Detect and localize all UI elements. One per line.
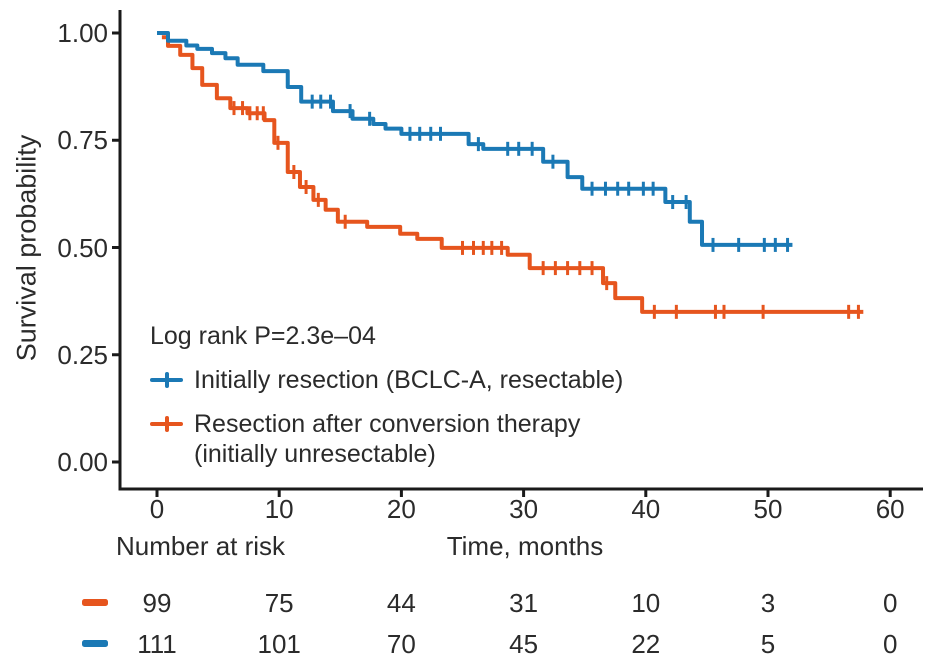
plus-curve-marker-icon <box>150 365 183 395</box>
legend-entry-label: Resection after conversion therapy (initi… <box>194 409 580 469</box>
risk-count: 22 <box>631 629 661 659</box>
risk-count: 111 <box>137 629 177 659</box>
risk-count: 3 <box>760 588 776 618</box>
plus-curve-marker-icon <box>150 409 183 439</box>
y-tick-label: 0.25 <box>57 339 108 370</box>
risk-row-marker <box>82 599 108 606</box>
y-tick-label: 0.00 <box>57 447 108 477</box>
y-tick-label: 0.50 <box>57 232 108 263</box>
x-tick-label: 0 <box>149 494 165 524</box>
legend-entry-label: Initially resection (BCLC-A, resectable) <box>194 365 623 395</box>
log-rank-pvalue: Log rank P=2.3e–04 <box>150 322 376 350</box>
x-tick-label: 40 <box>631 494 661 524</box>
y-tick-label: 1.00 <box>57 18 108 48</box>
risk-count: 45 <box>509 629 539 659</box>
x-axis-title: Time, months <box>446 531 604 561</box>
risk-row-marker <box>82 640 108 647</box>
marker-bar <box>164 416 169 432</box>
x-tick-label: 60 <box>875 494 905 524</box>
risk-count: 99 <box>142 588 172 618</box>
risk-count: 70 <box>386 629 416 659</box>
legend-label-line: Resection after conversion therapy <box>194 410 581 438</box>
x-tick-label: 30 <box>509 494 539 524</box>
risk-count: 75 <box>264 588 294 618</box>
risk-count: 10 <box>631 588 661 618</box>
risk-table-title: Number at risk <box>116 531 286 561</box>
legend-label-line: (initially unresectable) <box>194 440 436 468</box>
x-tick-label: 10 <box>264 494 294 524</box>
risk-count: 0 <box>882 588 898 618</box>
risk-count: 44 <box>386 588 416 618</box>
x-tick-label: 50 <box>753 494 783 524</box>
risk-count: 5 <box>760 629 776 659</box>
survival-curve-blue <box>157 31 793 247</box>
legend: Initially resection (BCLC-A, resectable)… <box>150 365 623 469</box>
marker-bar <box>164 372 169 388</box>
legend-label-line: Initially resection (BCLC-A, resectable) <box>194 366 624 394</box>
survival-curve-orange <box>161 35 864 314</box>
legend-entry-orange: Resection after conversion therapy (initi… <box>150 409 623 469</box>
x-tick-label: 20 <box>386 494 416 524</box>
risk-count: 31 <box>509 588 539 618</box>
risk-count: 0 <box>882 629 898 659</box>
legend-entry-blue: Initially resection (BCLC-A, resectable) <box>150 365 623 395</box>
risk-count: 101 <box>257 629 301 659</box>
y-tick-label: 0.75 <box>57 125 108 156</box>
y-axis-title: Survival probability <box>11 134 42 362</box>
